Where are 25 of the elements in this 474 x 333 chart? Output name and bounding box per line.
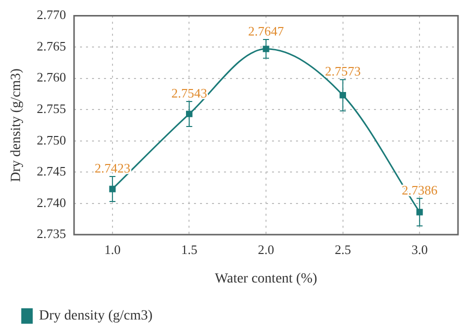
y-tick-label: 2.770 <box>36 7 66 22</box>
point <box>416 208 423 216</box>
data-label: 2.7573 <box>324 63 361 78</box>
legend-label: Dry density (g/cm3) <box>39 308 153 324</box>
data-label: 2.7543 <box>171 85 208 100</box>
x-axis-title: Water content (%) <box>214 271 318 286</box>
point <box>262 46 270 52</box>
y-tick-label: 2.755 <box>36 100 66 116</box>
point <box>109 186 116 192</box>
point <box>186 110 192 118</box>
point <box>340 92 346 98</box>
x-tick-label: 1.5 <box>181 242 198 257</box>
x-tick-label: 1.0 <box>104 242 121 257</box>
data-label: 2.7647 <box>248 23 284 38</box>
y-tick-label: 2.735 <box>36 226 66 242</box>
x-tick-label: 2.5 <box>334 242 351 257</box>
y-tick-label: 2.740 <box>36 194 66 210</box>
y-tick-label: 2.750 <box>36 132 66 148</box>
y-tick-label: 2.745 <box>36 164 66 179</box>
x-tick-label: 2.0 <box>258 242 274 257</box>
x-tick-label: 3.0 <box>411 242 428 257</box>
y-tick-label: 2.760 <box>36 70 66 85</box>
y-tick-label: 2.765 <box>36 38 66 54</box>
y-axis-title: Dry density (g/cm3) <box>9 68 24 182</box>
data-label: 2.7423 <box>94 160 130 176</box>
